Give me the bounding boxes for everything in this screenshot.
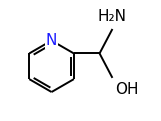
Text: H₂N: H₂N — [98, 9, 127, 24]
Text: N: N — [46, 33, 57, 48]
Text: OH: OH — [115, 82, 138, 97]
